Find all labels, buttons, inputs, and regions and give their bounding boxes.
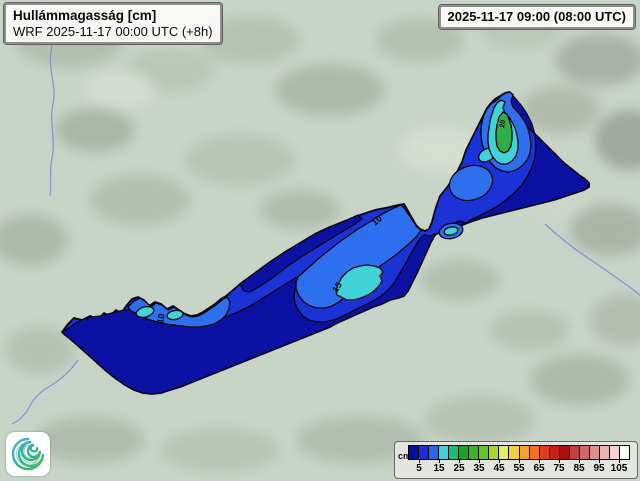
contour-label: 10	[370, 213, 384, 227]
legend-segment	[579, 446, 590, 459]
page-title: Hullámmagasság [cm]	[13, 8, 157, 23]
legend-tickmark	[499, 460, 500, 463]
legend-segment	[549, 446, 560, 459]
wave-contour-20-25-core	[495, 111, 513, 154]
legend-segment	[559, 446, 570, 459]
legend-tickmark	[559, 460, 560, 463]
legend-segment	[589, 446, 600, 459]
legend-tickmark	[459, 460, 460, 463]
legend-segment	[569, 446, 580, 459]
valid-time-box: 2025-11-17 09:00 (08:00 UTC)	[437, 4, 636, 30]
legend-segment	[419, 446, 430, 459]
lake-wave-height-field	[61, 91, 590, 395]
river-sio	[544, 223, 640, 297]
wave-contour-10-15-ne-basin	[448, 164, 494, 202]
met-logo-tile	[6, 432, 50, 476]
legend-tickmark	[419, 460, 420, 463]
legend-tick-label: 75	[553, 463, 565, 474]
legend-segment	[449, 446, 460, 459]
legend-tickmark	[539, 460, 540, 463]
legend-segment	[619, 446, 630, 459]
legend-tick-label: 45	[493, 463, 505, 474]
legend-segment	[469, 446, 480, 459]
wave-contour-10-15-midlake	[295, 204, 422, 309]
legend-segment	[609, 446, 620, 459]
river-zala	[11, 359, 79, 425]
legend-tick-label: 95	[593, 463, 605, 474]
wave-contour-15-20-bay2	[166, 309, 184, 321]
legend-segment	[439, 446, 450, 459]
legend-segment	[539, 446, 550, 459]
wave-contour-15-20-midlake	[335, 264, 384, 301]
legend-segment	[519, 446, 530, 459]
model-run-label: WRF 2025-11-17 00:00 UTC (+8h)	[13, 24, 213, 39]
wave-contour-15-20-strait	[443, 226, 459, 236]
legend-tickmark	[439, 460, 440, 463]
legend-tick-label: 15	[433, 463, 445, 474]
legend-segment	[459, 446, 470, 459]
contour-label: 15	[330, 280, 344, 294]
legend-tick-label: 35	[473, 463, 485, 474]
legend-tickmark	[519, 460, 520, 463]
legend-unit-label: cm	[398, 451, 412, 461]
legend-tick-label: 85	[573, 463, 585, 474]
contour-label-layer: 10 15 10 20	[155, 119, 507, 324]
legend-tick-label: 65	[533, 463, 545, 474]
wave-contour-0-5-north-strip	[239, 214, 363, 293]
legend-segment	[599, 446, 610, 459]
legend-tickmark	[599, 460, 600, 463]
hungaromet-spiral-logo	[11, 437, 45, 471]
legend-tickmark	[619, 460, 620, 463]
wave-contour-0-5-east	[465, 91, 590, 224]
legend-tickmark	[479, 460, 480, 463]
legend-segment	[489, 446, 500, 459]
legend-segment	[429, 446, 440, 459]
legend-tick-label: 105	[610, 463, 628, 474]
legend-segment	[509, 446, 520, 459]
legend-panel: cm 5 15 25 35 45 55 65 75 85 95 105	[394, 441, 638, 479]
legend-tick-label: 25	[453, 463, 465, 474]
legend-tick-label: 55	[513, 463, 525, 474]
contour-label: 20	[499, 119, 507, 128]
legend-colorbar	[408, 445, 630, 460]
legend-tick-label: 5	[416, 463, 422, 474]
legend-segment	[529, 446, 540, 459]
legend-segment	[479, 446, 490, 459]
wave-contour-15-20-bay1	[135, 305, 155, 319]
contour-label: 10	[155, 313, 167, 325]
legend-tickmark	[579, 460, 580, 463]
legend-segment	[409, 446, 420, 459]
parameter-info-box: Hullámmagasság [cm] WRF 2025-11-17 00:00…	[3, 2, 223, 45]
legend-segment	[499, 446, 510, 459]
